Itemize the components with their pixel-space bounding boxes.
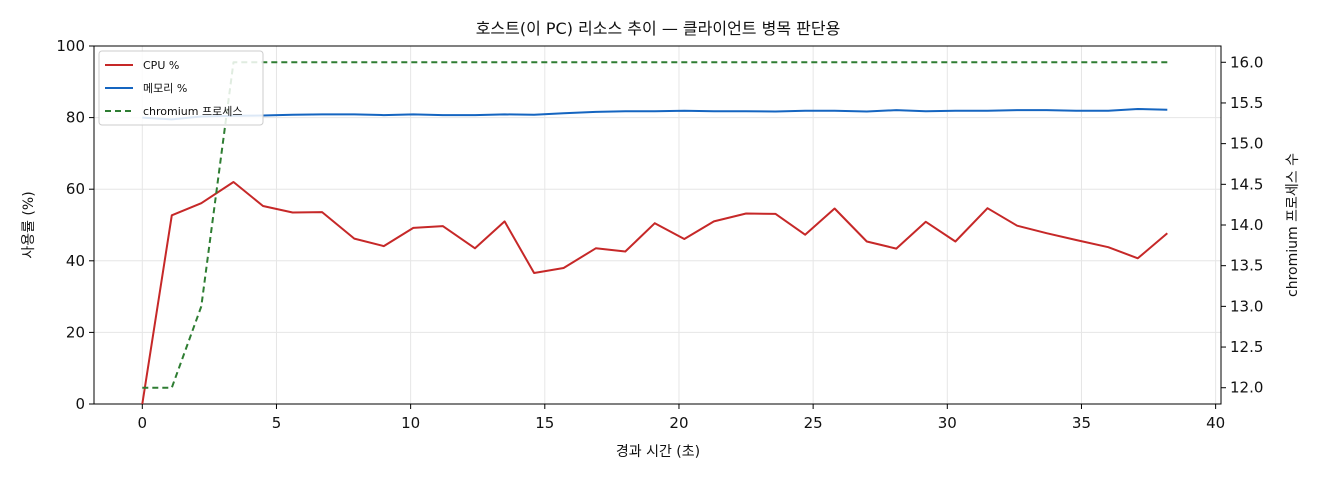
chromium-process-line [142, 61, 1168, 389]
left-y-axis-title: 사용률 (%) [21, 191, 37, 258]
right-y-axis: 12.0 12.5 13.0 13.5 14.0 14.5 15.0 15.5 16.0 [1221, 53, 1263, 397]
legend-label-memory: 메모리 % [143, 82, 187, 95]
x-tick-label: 20 [669, 414, 688, 432]
x-tick-label: 35 [1072, 414, 1091, 432]
right-y-axis-title: chromium 프로세스 수 [1285, 153, 1301, 297]
legend-label-cpu: CPU % [143, 59, 179, 72]
right-y-tick-label: 16.0 [1230, 53, 1263, 71]
right-y-tick-label: 14.0 [1230, 216, 1263, 234]
memory-line [142, 108, 1168, 121]
x-tick-label: 0 [138, 414, 148, 432]
left-y-tick-label: 20 [66, 323, 85, 341]
left-y-tick-label: 0 [75, 395, 85, 413]
x-tick-label: 30 [938, 414, 957, 432]
left-y-tick-label: 100 [56, 37, 85, 55]
right-y-tick-label: 13.0 [1230, 297, 1263, 315]
cpu-line [141, 181, 1168, 405]
left-y-tick-label: 40 [66, 252, 85, 270]
x-tick-label: 15 [535, 414, 554, 432]
x-axis-title: 경과 시간 (초) [616, 444, 700, 460]
right-y-tick-label: 14.5 [1230, 175, 1263, 193]
left-y-tick-label: 80 [66, 109, 85, 127]
left-y-tick-label: 60 [66, 180, 85, 198]
right-y-tick-label: 15.5 [1230, 94, 1263, 112]
x-tick-label: 10 [401, 414, 420, 432]
right-y-tick-label: 15.0 [1230, 135, 1263, 153]
x-tick-label: 25 [804, 414, 823, 432]
x-tick-label: 40 [1206, 414, 1225, 432]
x-tick-label: 5 [272, 414, 282, 432]
right-y-tick-label: 12.0 [1230, 379, 1263, 397]
left-y-axis: 0 20 40 60 80 100 [56, 37, 94, 413]
legend-label-chromium: chromium 프로세스 [143, 105, 242, 118]
chart-title: 호스트(이 PC) 리소스 추이 — 클라이언트 병목 판단용 [476, 19, 841, 38]
right-y-tick-label: 13.5 [1230, 257, 1263, 275]
x-axis: 0 5 10 15 20 25 30 35 40 [138, 404, 1225, 432]
legend: CPU % 메모리 % chromium 프로세스 [98, 50, 264, 126]
legend-box [98, 50, 264, 126]
series-layer [141, 61, 1168, 405]
right-y-tick-label: 12.5 [1230, 338, 1263, 356]
